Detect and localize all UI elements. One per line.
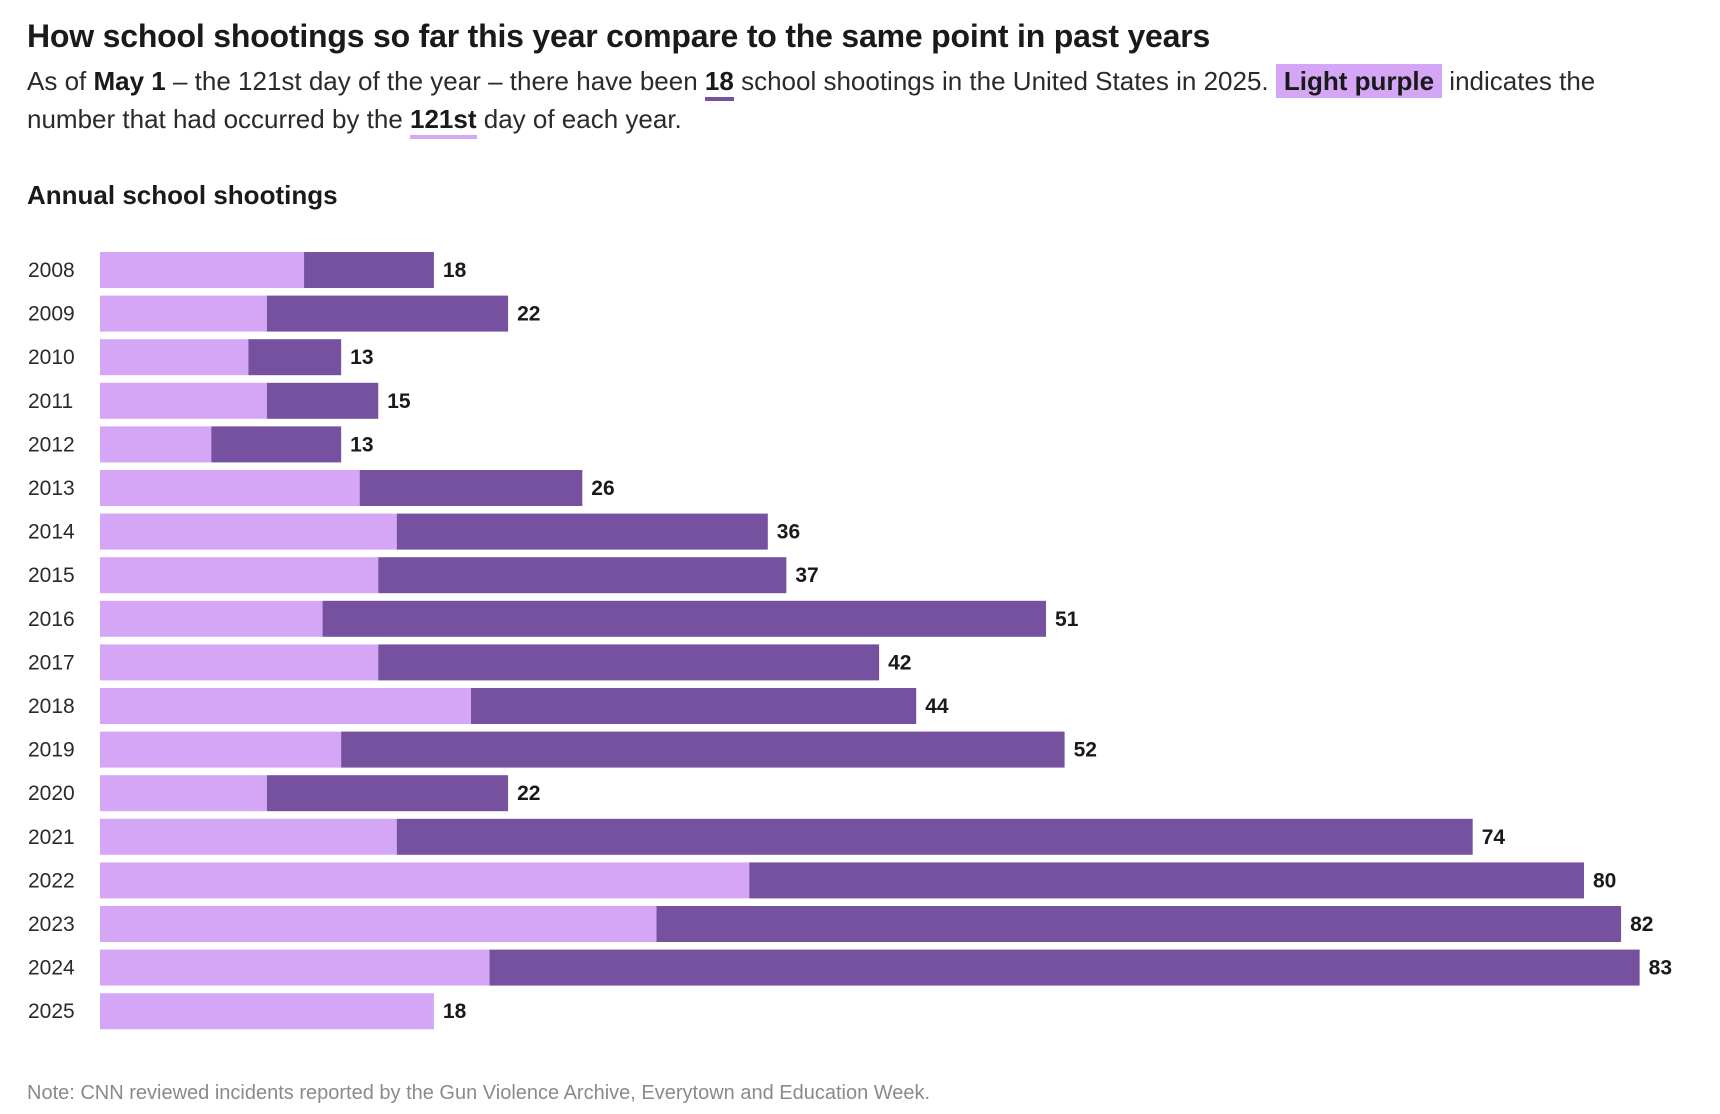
bar-by-day-121 (100, 993, 434, 1030)
total-label: 42 (888, 651, 911, 674)
bar-rest-of-year (322, 600, 1047, 637)
bar-rest-of-year (489, 949, 1640, 986)
total-label: 13 (350, 433, 373, 456)
total-label: 15 (387, 390, 411, 413)
bar-by-day-121 (100, 731, 342, 768)
total-label: 51 (1055, 608, 1079, 631)
subtitle-date: May 1 (93, 66, 166, 96)
year-label: 2018 (28, 695, 75, 718)
total-label: 44 (925, 695, 949, 718)
bar-rest-of-year (341, 731, 1065, 768)
bar-by-day-121 (100, 426, 212, 463)
subtitle-day: 121st (410, 104, 477, 139)
year-label: 2025 (28, 1000, 75, 1023)
subtitle-text: indicates the number that had occurred b… (27, 66, 1596, 134)
bar-rest-of-year (378, 644, 880, 681)
total-label: 83 (1649, 957, 1672, 980)
year-label: 2013 (28, 477, 75, 500)
total-label: 22 (517, 303, 540, 326)
subtitle-count: 18 (704, 66, 734, 101)
bar-rest-of-year (378, 557, 787, 594)
source-note: Note: CNN reviewed incidents reported by… (27, 1082, 931, 1104)
subtitle-text: As of (27, 66, 94, 96)
total-label: 82 (1630, 913, 1653, 936)
subtitle-text: school shootings in the United States in… (733, 66, 1276, 96)
bar-rest-of-year (656, 906, 1622, 942)
total-label: 26 (591, 477, 614, 500)
bar-by-day-121 (100, 862, 750, 899)
bar-by-day-121 (100, 382, 267, 419)
total-label: 74 (1482, 826, 1506, 849)
bar-rest-of-year (248, 339, 342, 376)
bar-by-day-121 (100, 818, 397, 855)
bar-rest-of-year (359, 470, 583, 506)
year-label: 2008 (28, 259, 75, 282)
total-label: 18 (443, 259, 467, 282)
year-label: 2009 (28, 303, 75, 326)
bar-by-day-121 (100, 775, 267, 812)
bar-by-day-121 (100, 949, 490, 986)
bar-by-day-121 (100, 557, 379, 594)
year-label: 2019 (28, 739, 75, 762)
year-label: 2010 (28, 346, 75, 369)
total-label: 18 (443, 1000, 467, 1023)
bar-rest-of-year (749, 862, 1584, 899)
bar-by-day-121 (100, 295, 267, 332)
total-label: 22 (517, 782, 540, 805)
year-label: 2020 (28, 782, 75, 805)
bar-rest-of-year (266, 295, 509, 332)
chart-subtitle: As of May 1 – the 121st day of the year … (27, 62, 1687, 139)
year-label: 2017 (28, 651, 75, 674)
bar-rest-of-year (266, 775, 509, 812)
year-label: 2022 (28, 869, 75, 892)
total-label: 80 (1593, 869, 1616, 892)
bar-by-day-121 (100, 600, 323, 637)
bar-by-day-121 (100, 644, 379, 681)
bar-rest-of-year (396, 513, 768, 550)
subtitle-text: day of each year. (476, 104, 682, 134)
total-label: 52 (1074, 739, 1097, 762)
total-label: 36 (777, 521, 800, 544)
bar-rest-of-year (471, 688, 917, 724)
bar-by-day-121 (100, 513, 397, 550)
chart-title: How school shootings so far this year co… (27, 18, 1211, 54)
subtitle-text: – the 121st day of the year – there have… (165, 66, 705, 96)
year-label: 2024 (28, 957, 75, 980)
chart-label: Annual school shootings (27, 180, 338, 210)
year-label: 2011 (28, 390, 73, 413)
legend-highlight-light-purple: Light purple (1275, 64, 1443, 98)
bar-by-day-121 (100, 339, 249, 376)
bar-rest-of-year (396, 818, 1473, 855)
total-label: 37 (795, 564, 818, 587)
bar-by-day-121 (100, 688, 471, 724)
bar-rest-of-year (211, 426, 342, 463)
year-label: 2023 (28, 913, 75, 936)
year-label: 2012 (28, 433, 75, 456)
year-label: 2015 (28, 564, 75, 587)
total-label: 13 (350, 346, 373, 369)
bar-by-day-121 (100, 906, 657, 942)
bar-by-day-121 (100, 252, 305, 288)
year-label: 2014 (28, 521, 75, 544)
year-label: 2016 (28, 608, 75, 631)
year-label: 2021 (28, 826, 75, 849)
bar-by-day-121 (100, 470, 360, 506)
bar-rest-of-year (304, 252, 434, 288)
bar-rest-of-year (266, 382, 379, 419)
